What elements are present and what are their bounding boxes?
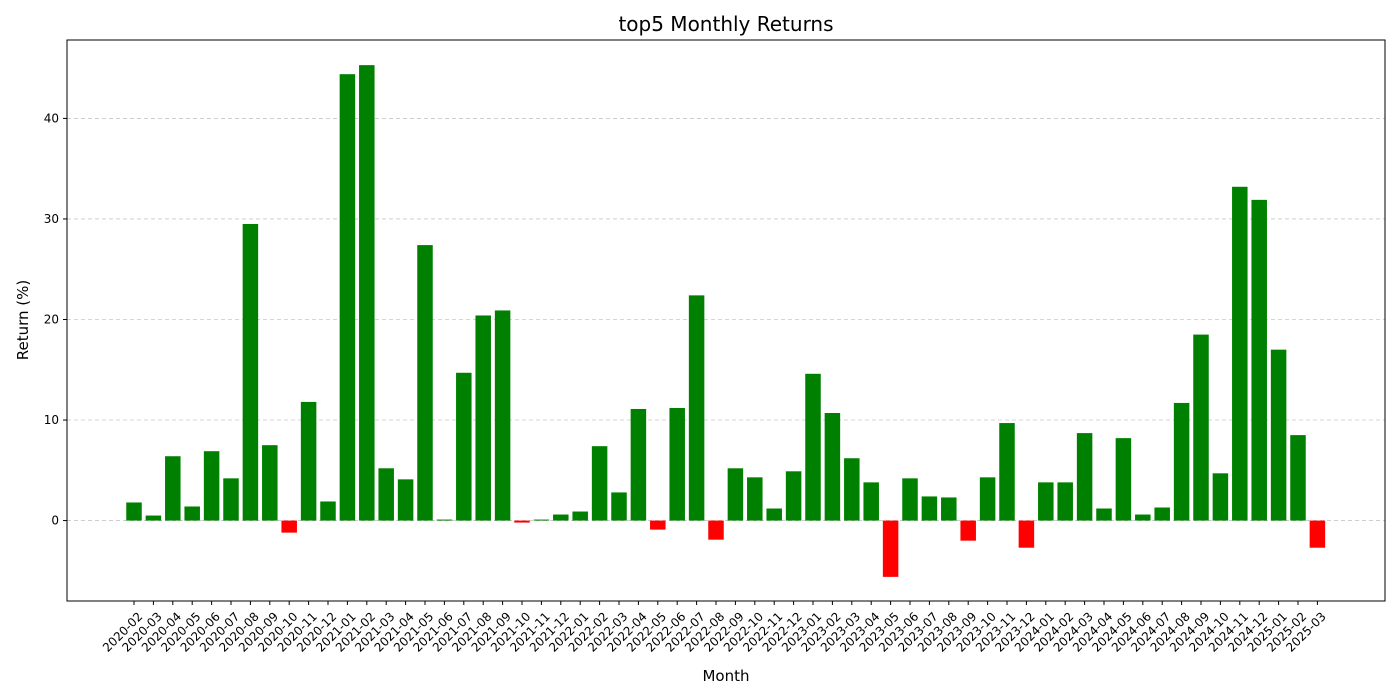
bar-2021-12 [553,514,569,521]
bar-2023-12 [1018,520,1035,548]
bar-2024-12 [1251,199,1267,521]
bar-2022-10 [747,477,763,521]
bar-2024-02 [1057,482,1073,521]
bar-2024-03 [1076,433,1093,521]
bar-2023-06 [902,478,918,521]
bar-2022-09 [727,468,744,521]
bar-2022-08 [708,520,724,540]
bar-2023-02 [824,412,841,521]
bar-2023-03 [844,458,860,521]
bar-2021-09 [494,310,511,521]
bar-2020-09 [262,445,278,521]
bars [126,65,1326,577]
bar-2022-07 [688,295,705,521]
y-axis-label: Return (%) [14,280,32,361]
bar-2022-05 [650,520,666,530]
bar-2021-01 [339,74,356,521]
bar-2025-03 [1309,520,1326,548]
bar-2020-10 [281,520,297,533]
bar-2024-09 [1193,334,1209,521]
bar-2023-04 [863,482,879,521]
bar-2023-07 [921,496,938,521]
bar-2021-07 [456,372,472,521]
bar-2023-08 [941,497,957,521]
chart-title: top5 Monthly Returns [618,12,833,36]
bar-2021-05 [417,245,433,521]
bar-2023-09 [960,520,976,541]
bar-2024-05 [1115,438,1132,521]
x-axis-label: Month [702,667,749,685]
bar-2021-08 [475,315,491,521]
bar-2021-06 [436,519,453,521]
bar-2020-04 [165,456,181,521]
plot-frame [66,39,1386,602]
bar-2020-03 [145,515,162,521]
bar-2024-11 [1232,186,1248,521]
bar-2023-10 [979,477,996,521]
bar-2022-04 [630,408,647,521]
bar-2020-06 [203,451,220,521]
bar-2022-02 [591,446,608,521]
bar-2023-05 [882,520,899,577]
bar-2021-02 [359,65,375,521]
y-tick-label: 20 [44,312,59,326]
bar-2020-05 [184,506,200,521]
bar-2023-11 [999,423,1015,521]
y-axis-ticks: 0 10 20 30 40 [44,111,67,528]
bar-2020-02 [126,502,142,521]
bar-2022-11 [766,508,782,521]
bar-2022-01 [572,511,588,521]
bar-2024-10 [1212,473,1229,521]
bar-2025-01 [1270,349,1287,521]
bar-2024-01 [1038,482,1054,521]
y-tick-label: 10 [44,413,59,427]
bar-2023-01 [805,373,821,521]
y-tick-label: 40 [44,111,59,125]
bar-2024-07 [1154,507,1170,521]
bar-2024-04 [1096,508,1112,521]
bar-2021-11 [533,519,550,521]
bar-2022-06 [669,407,685,521]
y-tick-label: 30 [44,212,59,226]
bar-2020-12 [320,501,336,521]
bar-2020-08 [242,223,259,521]
bar-2021-04 [397,479,414,521]
bar-2025-02 [1290,435,1306,521]
bar-2020-11 [300,401,317,521]
bar-2021-03 [378,468,394,521]
y-tick-label: 0 [51,514,59,528]
bar-2024-08 [1173,402,1190,521]
x-axis-ticks: 2020-022020-032020-042020-052020-062020-… [100,601,1329,655]
bar-2021-10 [514,520,530,523]
bar-2022-12 [785,471,802,521]
bar-2024-06 [1135,514,1151,521]
bar-2022-03 [611,492,627,521]
bar-2020-07 [223,478,239,521]
